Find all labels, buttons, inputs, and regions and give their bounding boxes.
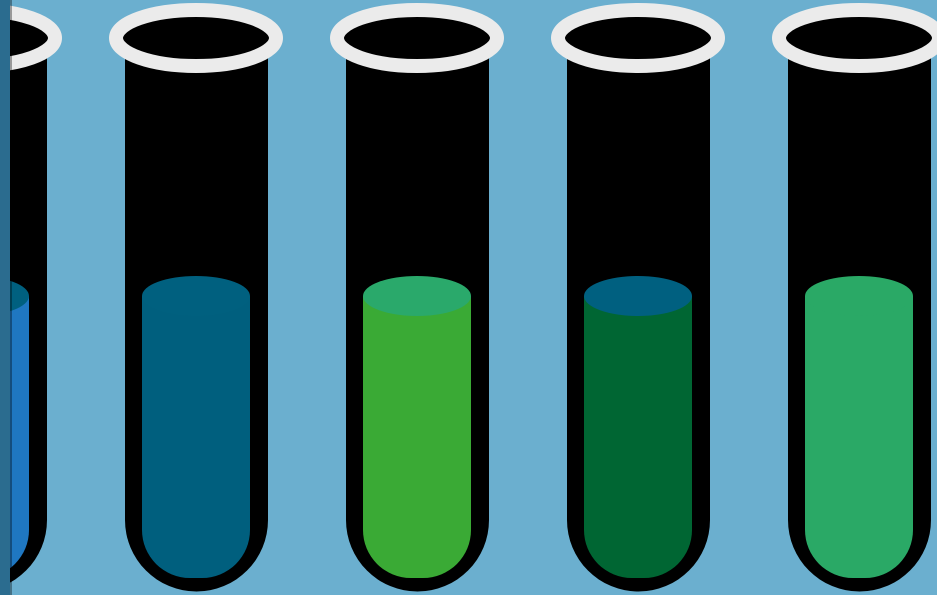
left-edge-shadow bbox=[10, 0, 12, 595]
tube-rim bbox=[0, 4, 62, 72]
liquid-surface bbox=[363, 276, 471, 316]
left-edge bbox=[0, 0, 10, 595]
liquid bbox=[363, 296, 471, 578]
liquid bbox=[142, 296, 250, 578]
liquid-surface bbox=[142, 276, 250, 316]
test-tube bbox=[109, 3, 283, 592]
liquid-surface bbox=[805, 276, 913, 316]
tube-rim bbox=[551, 3, 725, 73]
test-tube bbox=[772, 3, 937, 592]
liquid bbox=[805, 296, 913, 578]
test-tube bbox=[330, 3, 504, 592]
tube-rim bbox=[772, 3, 937, 73]
liquid bbox=[584, 296, 692, 578]
tube-rim bbox=[109, 3, 283, 73]
liquid-surface bbox=[584, 276, 692, 316]
tube-rim bbox=[330, 3, 504, 73]
test-tube bbox=[551, 3, 725, 592]
